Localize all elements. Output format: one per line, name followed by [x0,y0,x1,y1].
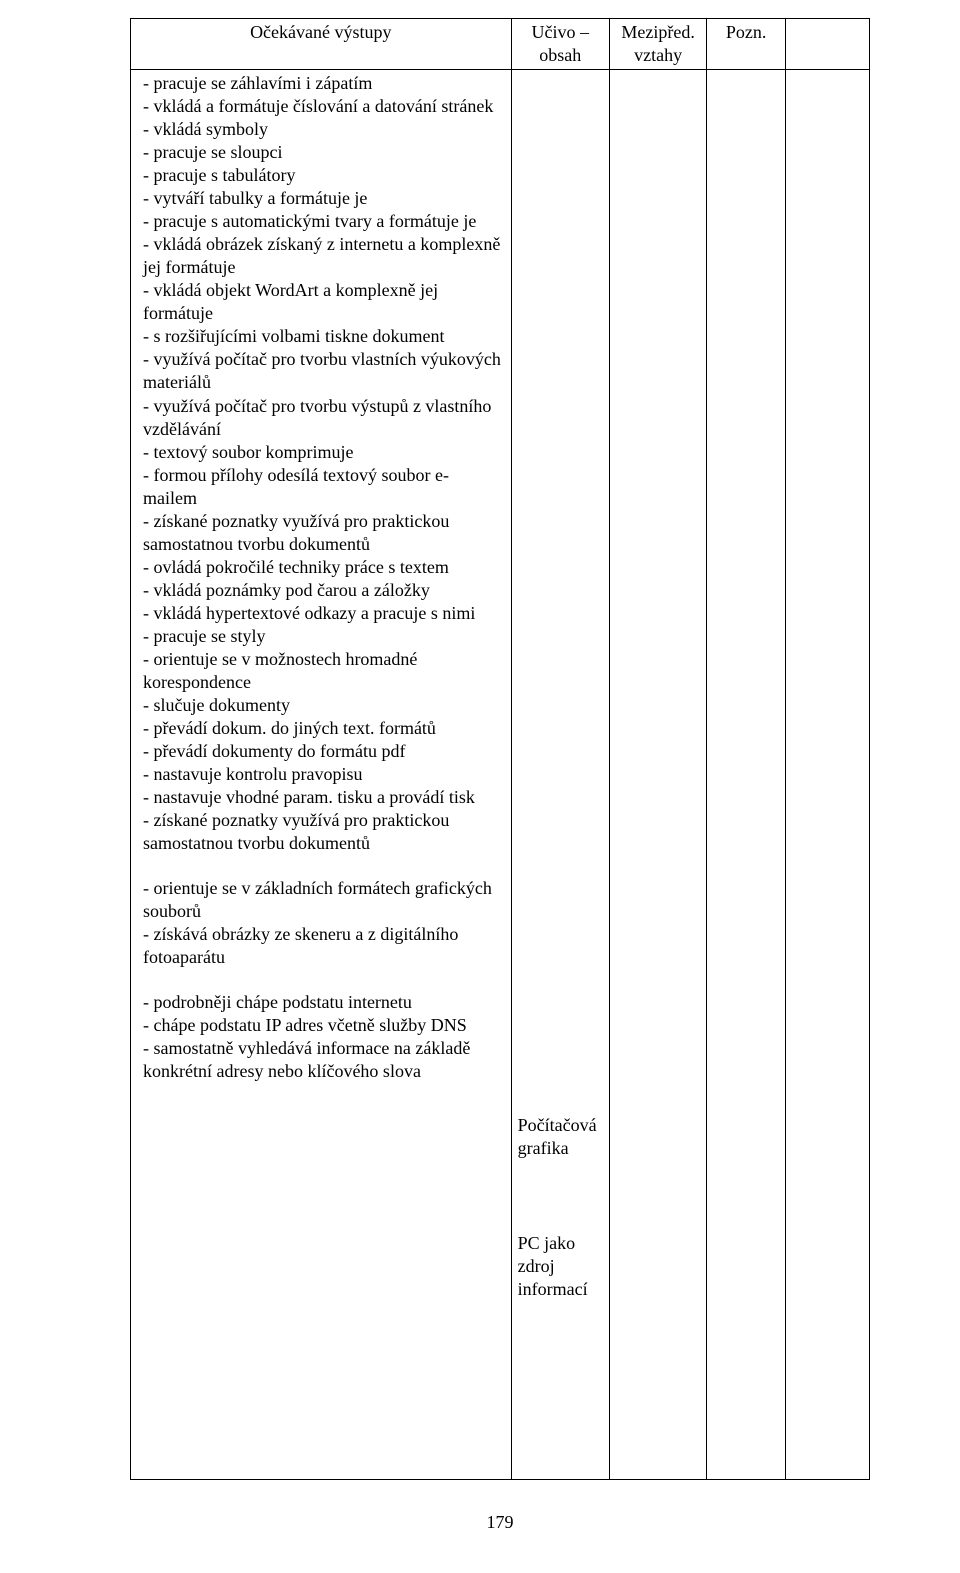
col-header-pozn: Pozn. [707,19,785,70]
cell-extra [785,70,869,1480]
outcome-item: - nastavuje vhodné param. tisku a provád… [143,786,503,809]
curriculum-table: Očekávané výstupy Učivo – obsah Mezipřed… [130,18,870,1480]
col-header-ucivo: Učivo – obsah [511,19,609,70]
outcome-item: - vkládá obrázek získaný z internetu a k… [143,233,503,279]
col-header-mezi: Mezipřed. vztahy [609,19,707,70]
ucivo-text: PC jako [518,1233,576,1253]
outcome-item: - získané poznatky využívá pro prakticko… [143,809,503,855]
table-header-row: Očekávané výstupy Učivo – obsah Mezipřed… [131,19,870,70]
outcome-item: - ovládá pokročilé techniky práce s text… [143,556,503,579]
outcome-item: - chápe podstatu IP adres včetně služby … [143,1014,503,1037]
header-text: obsah [539,45,581,65]
outcome-item: - nastavuje kontrolu pravopisu [143,763,503,786]
outcome-item: - převádí dokum. do jiných text. formátů [143,717,503,740]
header-text: Učivo – [531,22,589,42]
outcome-item: - vkládá objekt WordArt a komplexně jej … [143,279,503,325]
outcomes-group-2: - orientuje se v základních formátech gr… [143,877,503,969]
header-text: vztahy [634,45,682,65]
cell-mezi [609,70,707,1480]
outcome-item: - podrobněji chápe podstatu internetu [143,991,503,1014]
ucivo-topic-3: PC jako zdroj informací [518,1232,588,1301]
outcome-item: - získané poznatky využívá pro prakticko… [143,510,503,556]
page-number: 179 [130,1512,870,1533]
cell-vystupy: - pracuje se záhlavími i zápatím - vklád… [131,70,512,1480]
outcome-item: - vkládá poznámky pod čarou a záložky [143,579,503,602]
col-header-vystupy: Očekávané výstupy [131,19,512,70]
table-content-row: - pracuje se záhlavími i zápatím - vklád… [131,70,870,1480]
outcome-item: - formou přílohy odesílá textový soubor … [143,464,503,510]
outcome-item: - orientuje se v možnostech hromadné kor… [143,648,503,694]
outcome-item: - využívá počítač pro tvorbu výstupů z v… [143,395,503,441]
outcomes-group-1: - pracuje se záhlavími i zápatím - vklád… [143,72,503,855]
cell-ucivo: Počítačová grafika PC jako zdroj informa… [511,70,609,1480]
outcome-item: - pracuje se záhlavími i zápatím [143,72,503,95]
outcome-item: - s rozšiřujícími volbami tiskne dokumen… [143,325,503,348]
outcome-item: - vkládá a formátuje číslování a datován… [143,95,503,118]
cell-pozn [707,70,785,1480]
outcome-item: - vkládá symboly [143,118,503,141]
page: Očekávané výstupy Učivo – obsah Mezipřed… [0,0,960,1573]
header-text: Očekávané výstupy [250,22,391,42]
outcome-item: - slučuje dokumenty [143,694,503,717]
outcome-item: - pracuje s tabulátory [143,164,503,187]
outcome-item: - orientuje se v základních formátech gr… [143,877,503,923]
ucivo-topic-2: Počítačová grafika [518,1114,597,1160]
ucivo-text: Počítačová [518,1115,597,1135]
ucivo-text: informací [518,1279,588,1299]
outcome-item: - získává obrázky ze skeneru a z digitál… [143,923,503,969]
outcomes-group-3: - podrobněji chápe podstatu internetu - … [143,991,503,1083]
col-header-extra [785,19,869,70]
outcome-item: - vytváří tabulky a formátuje je [143,187,503,210]
outcome-item: - pracuje se sloupci [143,141,503,164]
ucivo-text: zdroj [518,1256,555,1276]
header-text: Pozn. [726,22,767,42]
outcome-item: - převádí dokumenty do formátu pdf [143,740,503,763]
ucivo-text: grafika [518,1138,569,1158]
outcome-item: - pracuje s automatickými tvary a formát… [143,210,503,233]
outcome-item: - pracuje se styly [143,625,503,648]
outcome-item: - textový soubor komprimuje [143,441,503,464]
outcome-item: - vkládá hypertextové odkazy a pracuje s… [143,602,503,625]
outcome-item: - samostatně vyhledává informace na zákl… [143,1037,503,1083]
header-text: Mezipřed. [621,22,694,42]
outcome-item: - využívá počítač pro tvorbu vlastních v… [143,348,503,394]
